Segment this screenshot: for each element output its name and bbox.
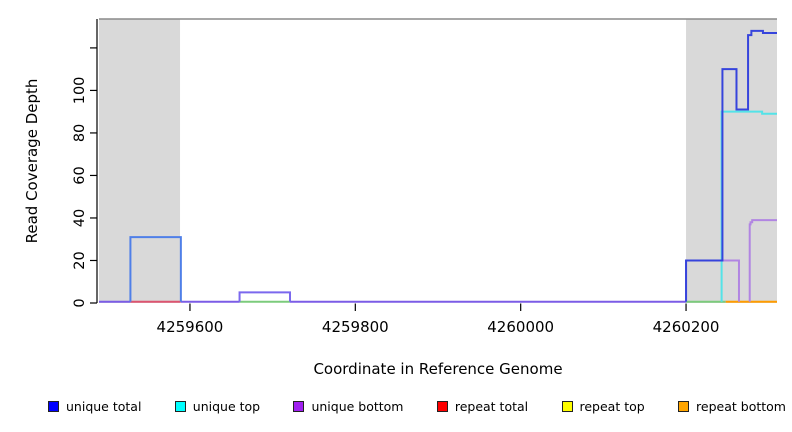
legend-item-unique-bottom: unique bottom — [293, 399, 404, 414]
y-tick-label: 60 — [72, 166, 88, 184]
legend-label: repeat total — [454, 399, 529, 414]
legend-label: unique top — [192, 399, 261, 414]
y-tick-label: 80 — [72, 124, 88, 142]
legend-label: unique bottom — [311, 399, 404, 414]
x-tick-label: 4260200 — [653, 318, 720, 336]
legend-item-repeat-total: repeat total — [436, 399, 529, 414]
legend-swatch-repeat-top — [561, 401, 573, 412]
right-gray-region — [686, 19, 777, 303]
unique-total-right-profile — [685, 29, 777, 302]
legend-label: repeat top — [579, 399, 645, 414]
plot-canvas: 0 20 40 60 80 100 4259600 4259800 4260000 4260200 — [72, 18, 777, 336]
y-axis-title: Read Coverage Depth — [23, 78, 41, 244]
y-tick-label: 20 — [72, 251, 88, 269]
x-tick-label: 4259800 — [322, 318, 389, 336]
legend-item-repeat-bottom: repeat bottom — [678, 399, 786, 414]
legend-label: unique total — [66, 399, 142, 414]
legend-swatch-unique-total — [48, 401, 59, 412]
unique-bottom-right-step-39 — [748, 219, 777, 302]
legend-item-unique-total: unique total — [48, 399, 141, 414]
legend-item-repeat-top: repeat top — [561, 399, 645, 414]
y-tick-label: 0 — [72, 298, 88, 307]
x-tick-label: 4259600 — [157, 318, 224, 336]
legend-swatch-repeat-total — [436, 401, 448, 412]
y-tick-label: 100 — [72, 77, 88, 105]
legend-label: repeat bottom — [696, 399, 786, 414]
left-gray-region — [99, 19, 181, 303]
legend: unique total unique top unique bottom repea… — [48, 399, 786, 414]
legend-swatch-unique-top — [174, 401, 186, 412]
x-tick-label: 4260000 — [487, 318, 554, 336]
legend-swatch-repeat-bottom — [678, 401, 690, 412]
x-axis-title-text: Coordinate in Reference Genome — [313, 360, 563, 378]
x-axis-title: Coordinate in Reference Genome — [0, 360, 792, 378]
legend-item-unique-top: unique top — [174, 399, 261, 414]
unique-total-left-box-31 — [129, 236, 182, 302]
small-box-5 — [238, 291, 291, 302]
legend-swatch-unique-bottom — [293, 401, 305, 412]
y-tick-label: 40 — [72, 209, 88, 227]
